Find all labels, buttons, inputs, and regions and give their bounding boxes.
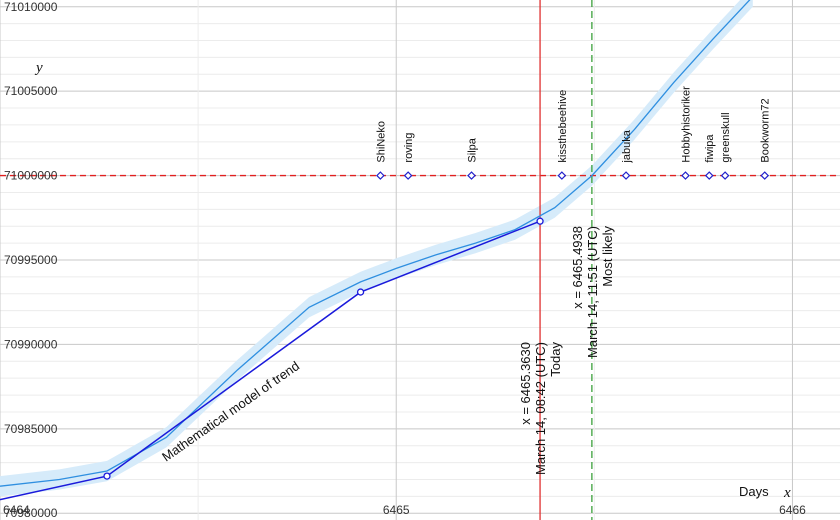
today-annotation: x = 6465.3630March 14, 08:42 (UTC)Today — [518, 342, 563, 475]
observed-point — [103, 472, 111, 480]
most-likely-annotation: x = 6465.4938March 14, 11:51 (UTC)Most l… — [570, 226, 615, 358]
model-trend-line — [0, 0, 751, 487]
prediction-marker — [376, 171, 385, 180]
x-tick-label: 6466 — [779, 503, 806, 517]
y-axis-label: y — [34, 60, 43, 76]
prediction-marker — [681, 171, 690, 180]
y-tick-label: 71000000 — [4, 169, 58, 183]
annotation-line: x = 6465.3630 — [518, 342, 533, 425]
x-tick-label: 6464 — [3, 503, 30, 517]
prediction-marker — [704, 171, 714, 180]
observed-point — [356, 288, 365, 296]
annotation-line: March 14, 11:51 (UTC) — [585, 226, 600, 358]
x-axis-label-word: Days — [739, 484, 769, 499]
prediction-marker — [720, 171, 730, 180]
prediction-marker — [760, 171, 770, 180]
prediction-markers — [376, 171, 770, 180]
y-tick-label: 70995000 — [4, 253, 58, 267]
prediction-marker — [621, 171, 631, 180]
observed-series-line — [0, 220, 541, 501]
vertical-markers — [539, 0, 593, 520]
series — [0, 0, 751, 501]
y-tick-label: 71005000 — [4, 84, 58, 98]
prediction-marker — [403, 171, 413, 180]
annotation-line: March 14, 08:42 (UTC) — [533, 342, 548, 475]
observed-point — [536, 217, 544, 225]
annotation-line: x = 6465.4938 — [570, 226, 585, 309]
y-tick-label: 70990000 — [4, 337, 58, 351]
prediction-name-label: kissthebeehive — [557, 90, 569, 163]
prediction-name-label: roving — [403, 133, 415, 163]
prediction-name-label: fiwipa — [704, 134, 716, 163]
y-tick-label: 70985000 — [4, 422, 58, 436]
prediction-marker — [557, 171, 567, 180]
prediction-name-label: greenskull — [720, 112, 732, 162]
prediction-name-label: ShiNeko — [375, 121, 387, 163]
prediction-marker — [467, 171, 476, 180]
prediction-name-label: Hobbyhistoriker — [680, 86, 692, 163]
annotation-line: Most likely — [600, 226, 615, 287]
annotation-line: Today — [548, 342, 563, 377]
y-tick-label: 70980000 — [4, 506, 58, 520]
data-points — [103, 217, 544, 480]
x-axis-label-symbol: x — [783, 485, 791, 501]
prediction-name-label: Bookworm72 — [760, 98, 772, 162]
prediction-name-label: jabuka — [621, 129, 633, 163]
x-tick-label: 6465 — [383, 503, 410, 517]
prediction-name-label: Silpa — [467, 137, 479, 162]
y-tick-label-partial: 71010000 — [4, 0, 58, 14]
